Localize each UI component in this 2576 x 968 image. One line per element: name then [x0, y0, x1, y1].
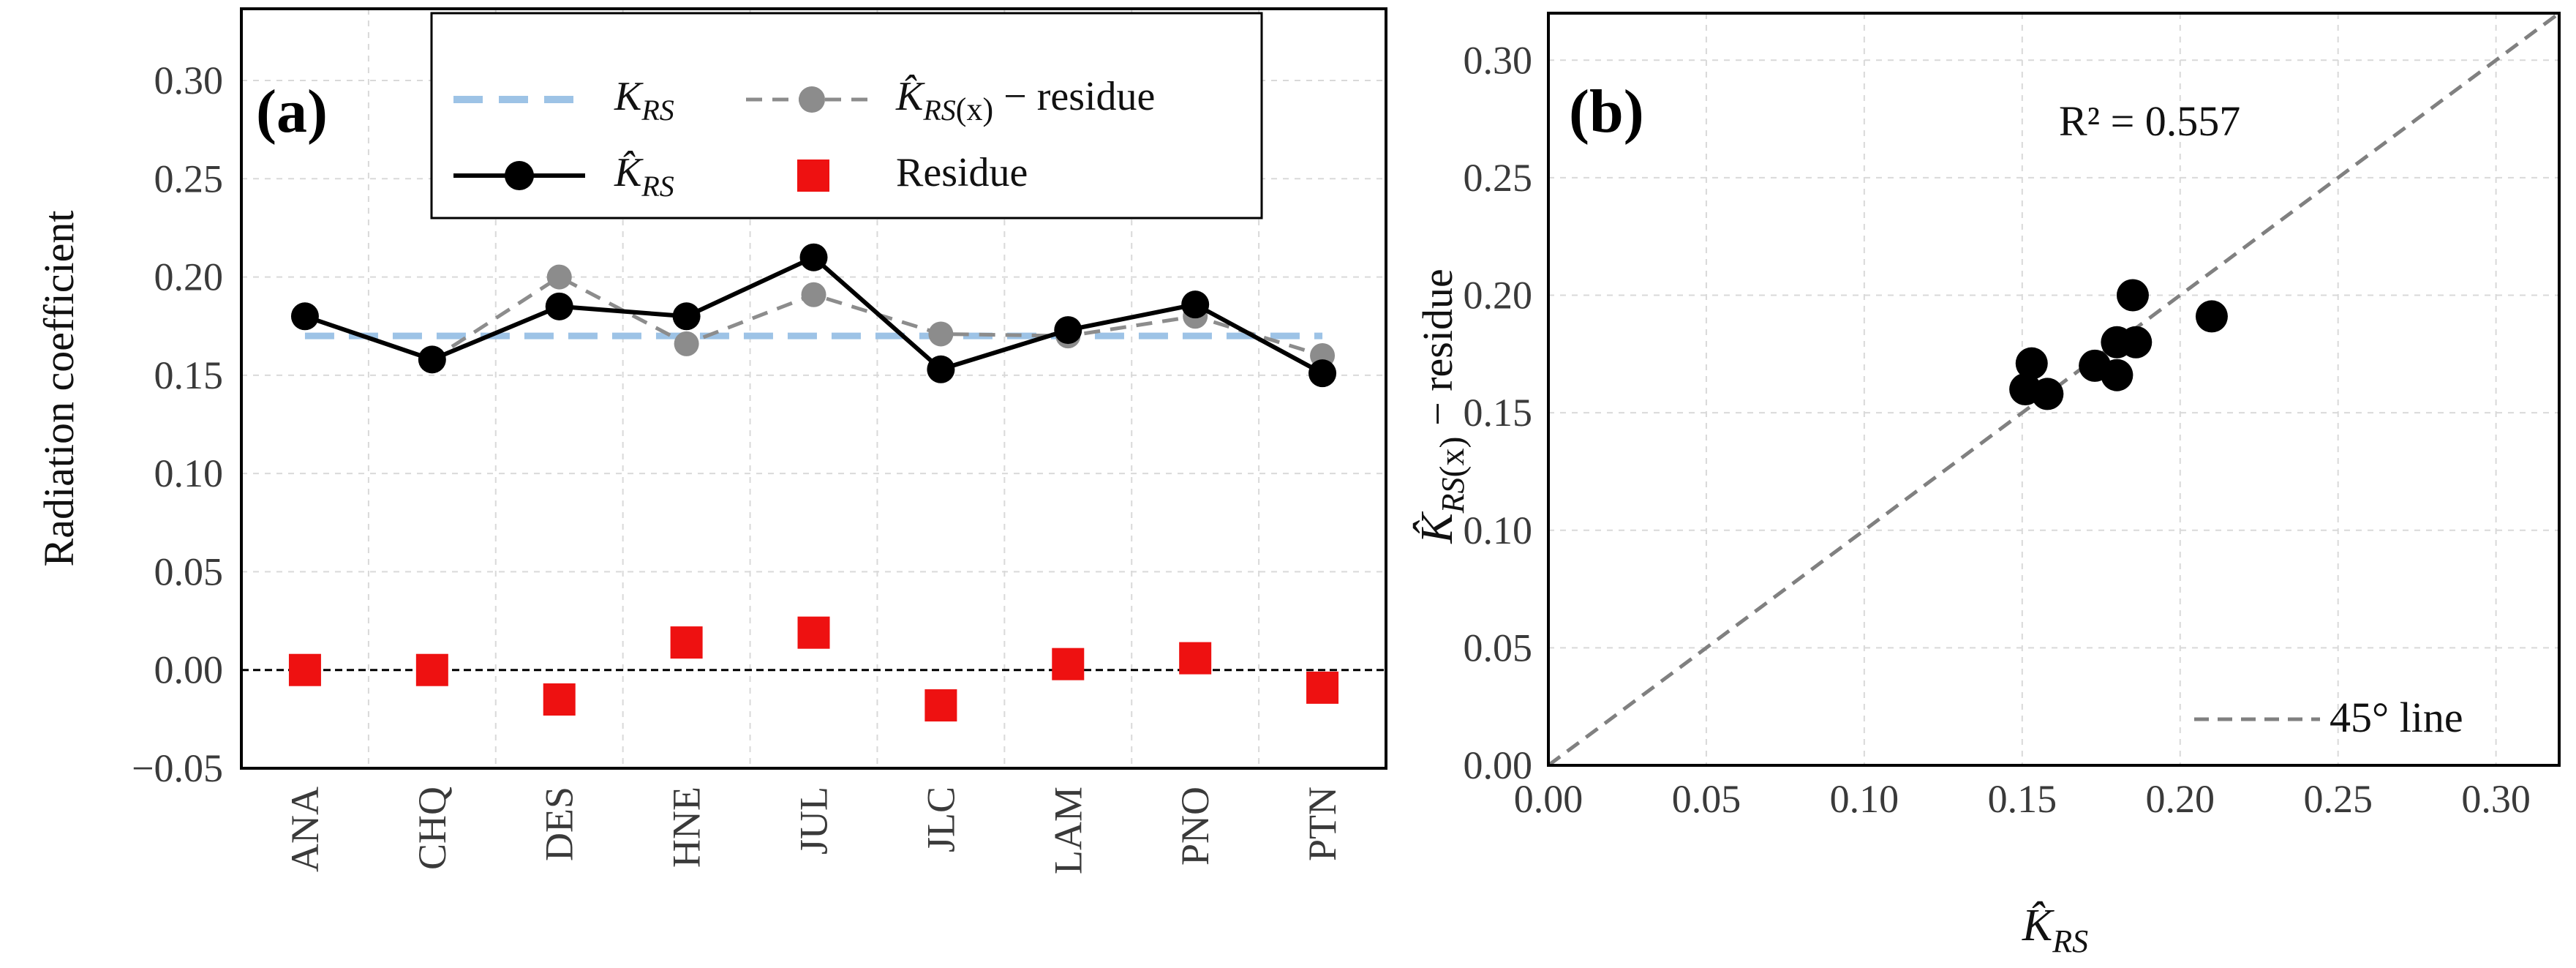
legend-box	[430, 12, 1263, 220]
scatter-point-6	[2015, 347, 2048, 380]
legend-label-k-hat-rs: K̂RS	[614, 150, 674, 203]
panel-a-tag: (a)	[256, 78, 328, 146]
panel-a-x-tick-labels: ANA CHQ DES HNE JUL JLC LAM PNO PTN	[283, 787, 1344, 874]
panel-a-x-tick-label-pno: PNO	[1173, 787, 1217, 866]
panel-b-x-tick-labels: 0.00 0.05 0.10 0.15 0.20 0.25 0.30	[1514, 777, 2531, 821]
k-hat-rs-point-hne	[672, 302, 701, 331]
panel-b-x-tick-label: 0.05	[1672, 777, 1741, 821]
panel-a-y-tick-label: −0.05	[132, 746, 223, 790]
k-hat-rs-point-jul	[799, 243, 828, 271]
residue-point-lam	[1052, 648, 1085, 680]
legend-entry-k-hat-rs: K̂RS	[453, 150, 674, 203]
k-hat-rs-point-ana	[290, 302, 319, 331]
panel-b-y-tick-label: 0.25	[1464, 156, 1533, 200]
residue-point-pno	[1179, 642, 1212, 675]
panel-b-y-tick-label: 0.05	[1464, 626, 1533, 669]
panel-b-legend: 45° line	[2194, 694, 2463, 741]
panel-a-y-tick-label: 0.10	[154, 451, 224, 495]
scatter-point-5	[2195, 300, 2228, 333]
panel-a-x-tick-label-ana: ANA	[283, 787, 327, 872]
panel-a-y-tick-label: 0.00	[154, 648, 224, 692]
residue-point-des	[543, 683, 576, 716]
legend-label-k-rs: KRS	[614, 74, 674, 127]
panel-b-x-axis-label: K̂RS	[2022, 901, 2088, 959]
panel-b-y-axis-label: K̂RS(x) − residue	[1412, 269, 1472, 544]
panel-a-y-tick-label: 0.30	[154, 59, 224, 102]
panel-a-frame	[240, 7, 1387, 770]
legend-entry-k-rs: KRS	[453, 74, 674, 127]
k-hat-rs-x-residue-point-hne	[674, 331, 699, 356]
panel-b-y-tick-labels: 0.00 0.05 0.10 0.15 0.20 0.25 0.30	[1464, 38, 1533, 787]
panel-b-y-tick-label: 0.20	[1464, 274, 1533, 318]
residue-point-ana	[288, 653, 321, 686]
scatter-point-9	[2009, 373, 2042, 405]
scatter-point-3	[2116, 279, 2149, 312]
k-hat-rs-x-residue-point-jlc	[928, 321, 954, 347]
panel-a-x-tick-label-jlc: JLC	[919, 787, 963, 852]
panel-b-points	[2009, 279, 2228, 410]
panel-b-grid	[1548, 13, 2559, 765]
legend-label-k-hat-rs-x-residue: K̂RS(x) − residue	[895, 74, 1155, 127]
residue-point-jlc	[924, 689, 957, 722]
panel-b-tag: (b)	[1569, 78, 1644, 146]
panel-b: 0.00 0.05 0.10 0.15 0.20 0.25 0.30 0.00 0.05 0.1…	[1412, 11, 2561, 959]
panel-b-x-tick-label: 0.15	[1988, 777, 2057, 821]
panel-b-y-tick-label: 0.15	[1464, 391, 1533, 435]
residue-point-hne	[670, 626, 703, 659]
scatter-point-7	[2079, 349, 2112, 382]
legend-marker-residue	[797, 160, 829, 192]
panel-a: 0.30 0.25 0.20 0.15 0.10 0.05 0.00 −0.05 ANA CHQ…	[35, 7, 1387, 874]
legend-entry-residue: Residue	[797, 150, 1028, 195]
panel-a-y-tick-label: 0.20	[154, 255, 224, 299]
panel-b-x-tick-label: 0.20	[2146, 777, 2215, 821]
panel-a-y-axis-label: Radiation coefficient	[35, 211, 83, 567]
k-hat-rs-point-ptn	[1308, 359, 1337, 388]
legend-entry-k-hat-rs-x-residue: K̂RS(x) − residue	[746, 74, 1155, 127]
panel-b-x-tick-label: 0.00	[1514, 777, 1583, 821]
k-hat-rs-x-residue-point-des	[546, 264, 572, 290]
k-hat-rs-point-lam	[1054, 316, 1082, 345]
panel-b-y-tick-label: 0.30	[1464, 38, 1533, 82]
legend-marker-k-hat-rs	[505, 161, 534, 190]
panel-a-x-tick-label-hne: HNE	[665, 787, 709, 868]
panel-b-x-tick-label: 0.30	[2461, 777, 2531, 821]
k-hat-rs-x-residue-point-jul	[801, 282, 826, 307]
panel-a-x-tick-label-lam: LAM	[1046, 787, 1090, 874]
panel-b-annotation: R² = 0.557	[2059, 97, 2240, 145]
panel-b-x-tick-label: 0.10	[1830, 777, 1899, 821]
residue-point-ptn	[1306, 671, 1339, 704]
panel-b-y-tick-label: 0.10	[1464, 509, 1533, 552]
k-hat-rs-point-chq	[418, 345, 446, 374]
legend-label-45-line: 45° line	[2330, 694, 2463, 741]
k-hat-rs-point-jlc	[927, 355, 955, 383]
panel-a-y-tick-label: 0.25	[154, 157, 224, 200]
scatter-point-8	[2120, 326, 2153, 359]
panel-a-x-tick-label-des: DES	[538, 787, 581, 861]
panel-a-y-tick-label: 0.05	[154, 549, 224, 593]
panel-a-legend: KRS K̂RS(x) − residue K̂RS Residue	[430, 12, 1263, 220]
panel-a-x-tick-label-jul: JUL	[792, 787, 836, 855]
panel-b-x-tick-label: 0.25	[2303, 777, 2373, 821]
residue-point-chq	[415, 653, 448, 686]
panel-b-frame	[1547, 12, 2561, 767]
panel-a-x-tick-label-chq: CHQ	[410, 787, 454, 870]
panel-b-y-tick-label: 0.00	[1464, 743, 1533, 787]
panel-a-series	[288, 243, 1339, 722]
panel-a-x-tick-label-ptn: PTN	[1300, 787, 1344, 861]
k-hat-rs-point-pno	[1181, 290, 1210, 319]
k-hat-rs-point-des	[545, 292, 573, 320]
residue-point-jul	[797, 616, 830, 649]
panel-a-y-tick-label: 0.15	[154, 353, 224, 397]
legend-marker-k-hat-rs-x-residue	[799, 86, 825, 113]
series-k-hat-rs-line	[304, 255, 1324, 375]
legend-label-residue: Residue	[896, 150, 1028, 195]
panel-a-y-tick-labels: 0.30 0.25 0.20 0.15 0.10 0.05 0.00 −0.05	[132, 59, 223, 790]
